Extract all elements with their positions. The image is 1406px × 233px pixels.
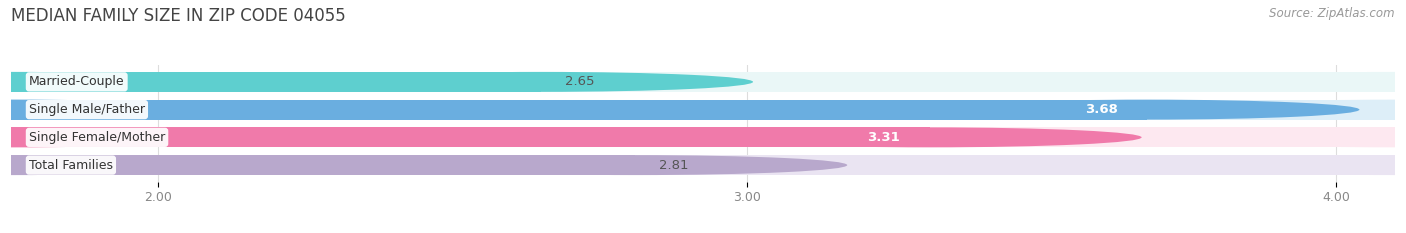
Text: Married-Couple: Married-Couple bbox=[30, 75, 125, 88]
Text: 3.31: 3.31 bbox=[868, 131, 900, 144]
Bar bbox=[11, 100, 1395, 120]
Circle shape bbox=[0, 127, 224, 147]
Bar bbox=[11, 155, 1395, 175]
Circle shape bbox=[423, 155, 848, 175]
Circle shape bbox=[0, 72, 224, 92]
Circle shape bbox=[717, 127, 1142, 147]
Text: 2.65: 2.65 bbox=[565, 75, 595, 88]
Circle shape bbox=[1182, 127, 1406, 147]
Text: MEDIAN FAMILY SIZE IN ZIP CODE 04055: MEDIAN FAMILY SIZE IN ZIP CODE 04055 bbox=[11, 7, 346, 25]
Bar bbox=[11, 127, 1395, 147]
Text: Single Male/Father: Single Male/Father bbox=[30, 103, 145, 116]
Text: Total Families: Total Families bbox=[30, 159, 112, 171]
Circle shape bbox=[0, 155, 224, 175]
Bar bbox=[11, 155, 636, 175]
Text: Source: ZipAtlas.com: Source: ZipAtlas.com bbox=[1270, 7, 1395, 20]
Text: 3.68: 3.68 bbox=[1085, 103, 1118, 116]
Bar bbox=[11, 127, 929, 147]
Bar bbox=[11, 72, 541, 92]
Circle shape bbox=[0, 100, 224, 120]
Circle shape bbox=[1182, 100, 1406, 120]
Circle shape bbox=[1182, 72, 1406, 92]
Text: Single Female/Mother: Single Female/Mother bbox=[30, 131, 165, 144]
Circle shape bbox=[0, 72, 224, 92]
Circle shape bbox=[329, 72, 754, 92]
Bar bbox=[11, 100, 1147, 120]
Circle shape bbox=[1182, 155, 1406, 175]
Bar bbox=[11, 72, 1395, 92]
Circle shape bbox=[0, 100, 224, 120]
Circle shape bbox=[0, 155, 224, 175]
Circle shape bbox=[935, 100, 1360, 120]
Circle shape bbox=[0, 127, 224, 147]
Text: 2.81: 2.81 bbox=[659, 159, 689, 171]
